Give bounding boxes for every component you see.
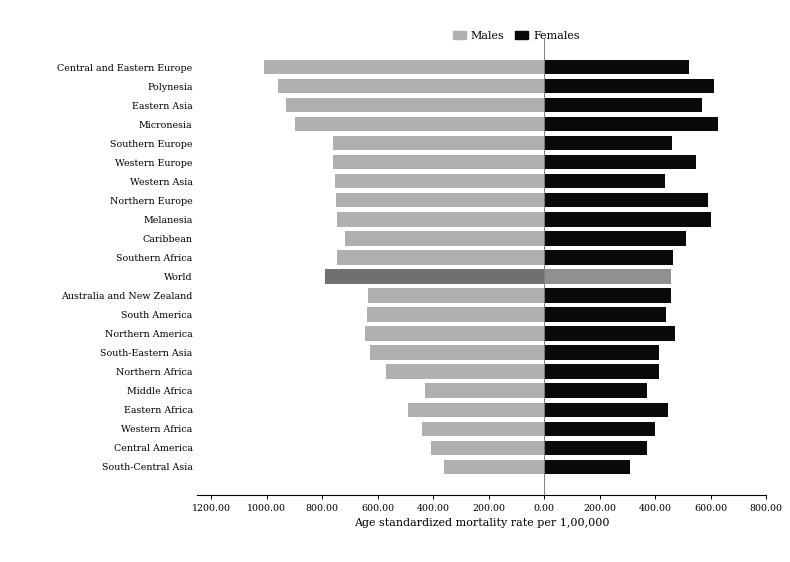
Bar (544, 422, 656, 436)
Bar (544, 155, 695, 169)
Bar (278, 79, 544, 93)
Bar (431, 441, 544, 455)
Bar (325, 269, 544, 284)
Bar (368, 288, 544, 302)
Bar (333, 155, 544, 169)
Bar (408, 402, 544, 417)
Legend: Males, Females: Males, Females (448, 26, 584, 46)
Bar (544, 79, 713, 93)
Bar (544, 212, 711, 226)
Bar (422, 422, 544, 436)
Bar (544, 402, 668, 417)
Bar (544, 269, 671, 284)
Bar (544, 327, 675, 341)
Bar (344, 232, 544, 246)
Bar (544, 365, 660, 379)
Bar (544, 346, 660, 360)
Bar (337, 193, 544, 207)
Bar (367, 307, 544, 321)
Bar (544, 441, 647, 455)
Bar (365, 327, 544, 341)
Bar (544, 288, 671, 302)
Bar (544, 383, 647, 398)
Bar (264, 60, 544, 74)
Bar (544, 136, 672, 151)
Bar (337, 212, 544, 226)
Bar (544, 117, 718, 132)
Bar (544, 232, 686, 246)
Bar (544, 174, 665, 188)
Bar (544, 307, 667, 321)
Bar (445, 460, 544, 474)
Bar (295, 117, 544, 132)
Bar (337, 250, 544, 265)
Bar (370, 346, 544, 360)
Bar (544, 250, 673, 265)
Bar (544, 98, 702, 112)
Bar (544, 193, 708, 207)
Bar (333, 136, 544, 151)
Bar (425, 383, 544, 398)
Bar (544, 60, 689, 74)
Bar (286, 98, 544, 112)
X-axis label: Age standardized mortality rate per 1,00,000: Age standardized mortality rate per 1,00… (354, 518, 610, 528)
Bar (386, 365, 544, 379)
Bar (335, 174, 544, 188)
Bar (544, 460, 630, 474)
